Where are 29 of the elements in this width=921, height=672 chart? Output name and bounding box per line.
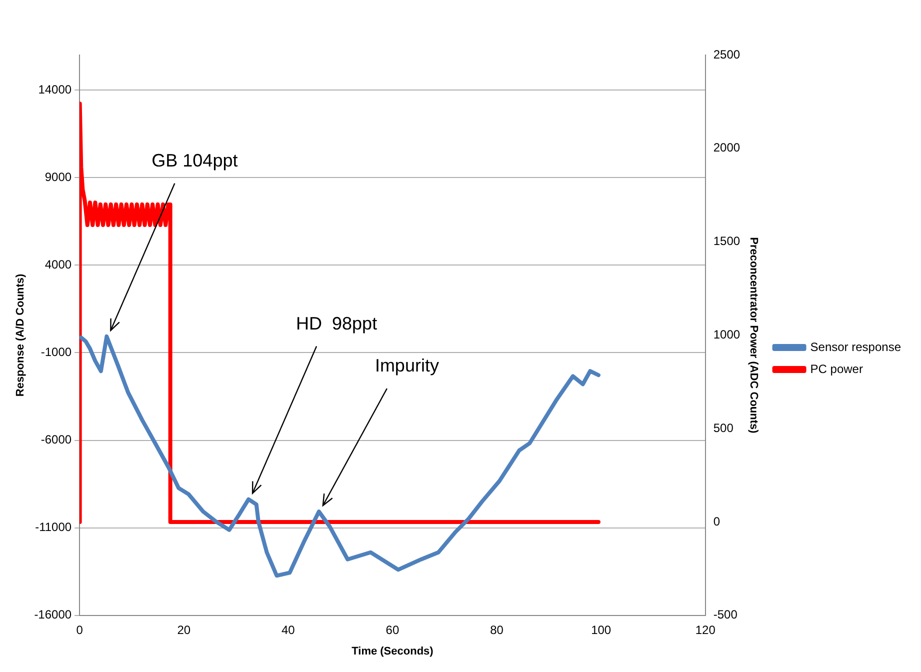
- y-tick-label: 9000: [44, 170, 72, 184]
- y2-tick-label: 1500: [713, 234, 740, 248]
- x-tick-label: 120: [695, 622, 716, 637]
- y-tick-label: -16000: [34, 608, 72, 622]
- annotation: GB 104ppt: [152, 150, 238, 170]
- x-tick-label: 40: [281, 622, 296, 637]
- legend-label: PC power: [810, 362, 863, 376]
- y-tick-label: -11000: [35, 520, 72, 534]
- y2-tick-label: -500: [713, 608, 738, 622]
- annotation: HD 98ppt: [296, 313, 378, 334]
- annotation: Impurity: [374, 356, 439, 376]
- y2-tick-label: 2000: [713, 140, 740, 155]
- legend-label: Sensor response: [810, 340, 902, 354]
- y-axis-title: Response (A/D Counts): [14, 273, 27, 397]
- x-axis-title: Time (Seconds): [352, 645, 434, 658]
- y-tick-label: -6000: [40, 432, 72, 447]
- y2-tick-label: 0: [713, 514, 720, 528]
- x-tick-label: 60: [386, 622, 400, 637]
- y2-tick-label: 1000: [713, 328, 740, 342]
- x-tick-label: 20: [177, 622, 191, 637]
- x-tick-label: 80: [490, 622, 504, 637]
- y2-tick-label: 500: [713, 420, 734, 435]
- x-tick-label: 0: [76, 622, 84, 637]
- y-tick-label: 14000: [38, 82, 72, 96]
- x-tick-label: 100: [591, 622, 612, 637]
- y-tick-label: 4000: [44, 257, 72, 272]
- y2-tick-label: 2500: [713, 47, 740, 62]
- y-tick-label: -1000: [40, 345, 72, 360]
- y2-axis-title: Preconcentrator Power (ADC Counts): [748, 237, 760, 434]
